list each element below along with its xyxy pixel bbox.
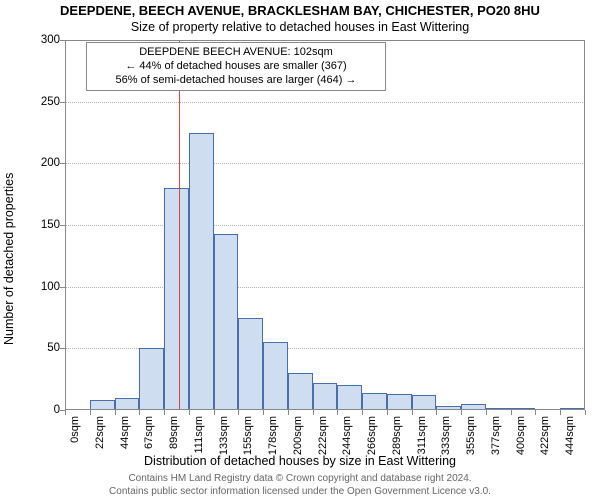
x-tick-label: 44sqm (119, 416, 131, 449)
y-tick-label: 150 (20, 219, 60, 231)
x-tick-mark (337, 410, 338, 415)
x-tick-label: 133sqm (218, 416, 230, 455)
x-tick-mark (535, 410, 536, 415)
x-tick-mark (164, 410, 165, 415)
x-tick-label: 422sqm (539, 416, 551, 455)
y-tick-label: 100 (20, 281, 60, 293)
x-tick-mark (189, 410, 190, 415)
x-tick-label: 333sqm (440, 416, 452, 455)
x-tick-mark (214, 410, 215, 415)
annotation-line-2: ← 44% of detached houses are smaller (36… (91, 60, 381, 74)
x-tick-label: 244sqm (341, 416, 353, 455)
x-tick-label: 400sqm (515, 416, 527, 455)
x-tick-mark (90, 410, 91, 415)
x-tick-label: 178sqm (267, 416, 279, 455)
x-tick-label: 266sqm (366, 416, 378, 455)
x-tick-mark (65, 410, 66, 415)
x-tick-mark (436, 410, 437, 415)
footer-line-1: Contains HM Land Registry data © Crown c… (0, 473, 600, 486)
x-tick-mark (115, 410, 116, 415)
x-tick-label: 111sqm (193, 416, 205, 454)
x-tick-label: 289sqm (391, 416, 403, 455)
x-tick-label: 22sqm (94, 416, 106, 449)
chart-container: DEEPDENE, BEECH AVENUE, BRACKLESHAM BAY,… (0, 0, 600, 500)
footer-line-2: Contains public sector information licen… (0, 486, 600, 499)
y-tick-label: 200 (20, 157, 60, 169)
annotation-line-3: 56% of semi-detached houses are larger (… (91, 74, 381, 88)
x-tick-label: 311sqm (416, 416, 428, 454)
x-tick-mark (560, 410, 561, 415)
annotation-box: DEEPDENE BEECH AVENUE: 102sqm ← 44% of d… (86, 42, 386, 91)
x-tick-label: 444sqm (564, 416, 576, 455)
x-tick-mark (288, 410, 289, 415)
chart-title: DEEPDENE, BEECH AVENUE, BRACKLESHAM BAY,… (0, 3, 600, 18)
y-axis-label: Number of detached properties (2, 78, 16, 250)
x-tick-label: 377sqm (490, 416, 502, 455)
x-tick-label: 0sqm (69, 416, 81, 443)
x-tick-mark (486, 410, 487, 415)
x-tick-mark (412, 410, 413, 415)
y-tick-label: 50 (20, 342, 60, 354)
x-tick-mark (511, 410, 512, 415)
x-tick-mark (362, 410, 363, 415)
x-tick-label: 67sqm (143, 416, 155, 449)
chart-subtitle: Size of property relative to detached ho… (0, 20, 600, 34)
x-tick-mark (263, 410, 264, 415)
y-tick-label: 300 (20, 34, 60, 46)
x-tick-mark (313, 410, 314, 415)
x-axis-label: Distribution of detached houses by size … (0, 454, 600, 468)
x-tick-mark (585, 410, 586, 415)
y-tick-label: 0 (20, 404, 60, 416)
x-tick-label: 89sqm (168, 416, 180, 449)
x-tick-mark (139, 410, 140, 415)
x-tick-label: 222sqm (317, 416, 329, 455)
x-tick-mark (238, 410, 239, 415)
x-tick-label: 155sqm (242, 416, 254, 455)
footer-text: Contains HM Land Registry data © Crown c… (0, 473, 600, 498)
annotation-line-1: DEEPDENE BEECH AVENUE: 102sqm (91, 46, 381, 60)
x-tick-mark (387, 410, 388, 415)
plot-area (65, 40, 585, 410)
x-tick-mark (461, 410, 462, 415)
plot-border (65, 40, 585, 410)
x-tick-label: 355sqm (465, 416, 477, 455)
y-tick-label: 250 (20, 96, 60, 108)
x-tick-label: 200sqm (292, 416, 304, 455)
